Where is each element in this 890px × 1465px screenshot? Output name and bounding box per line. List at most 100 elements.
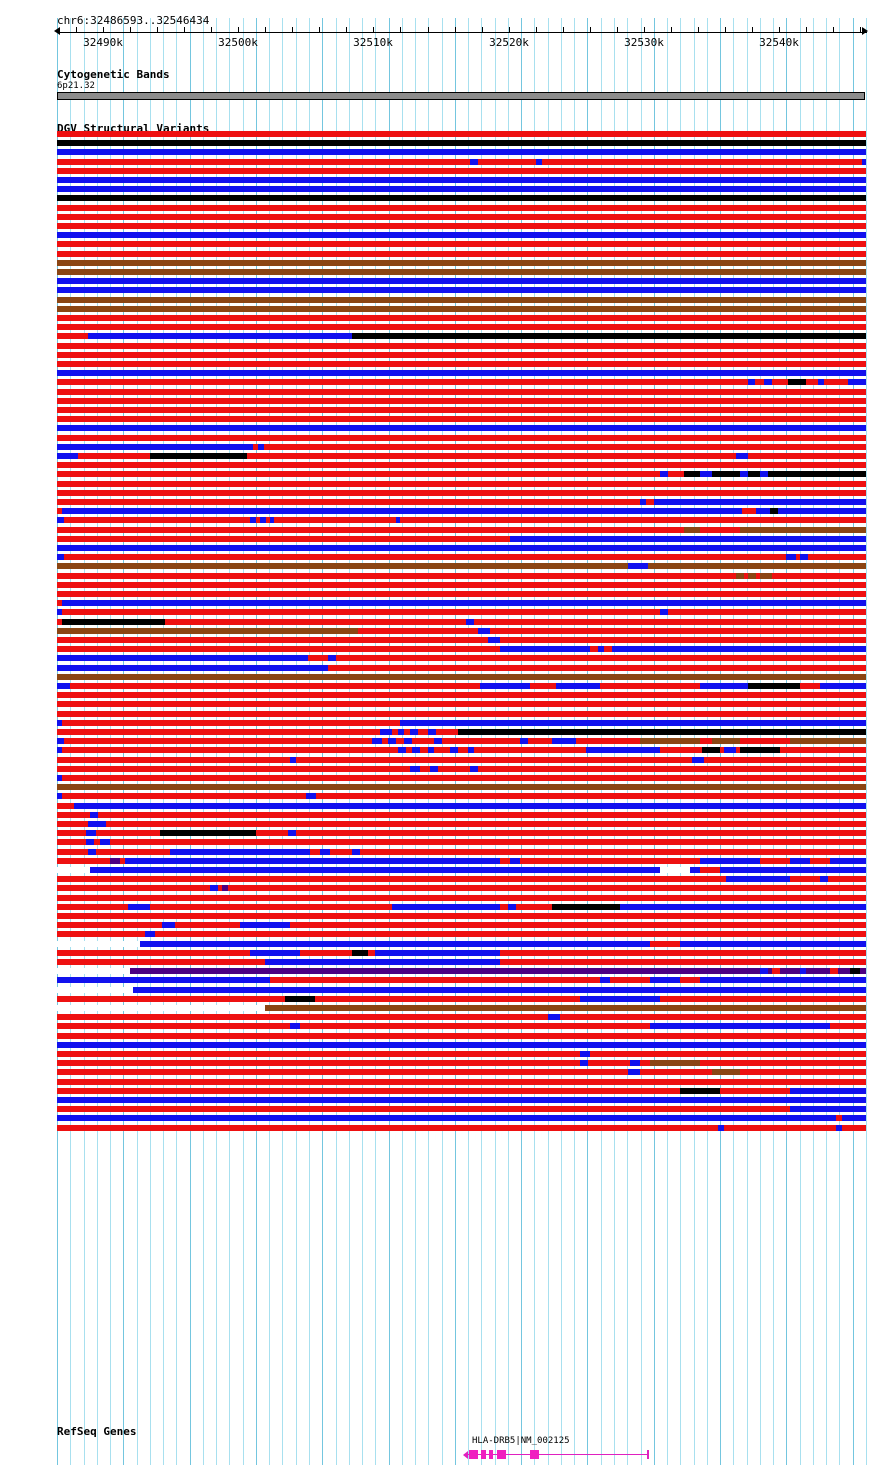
variant-segment[interactable] xyxy=(96,333,352,340)
variant-row[interactable] xyxy=(57,305,866,312)
variant-row[interactable] xyxy=(57,186,866,193)
variant-segment[interactable] xyxy=(57,940,140,947)
variant-row[interactable] xyxy=(57,195,866,202)
variant-segment[interactable] xyxy=(680,977,700,984)
variant-segment[interactable] xyxy=(740,1078,760,1085)
variant-segment[interactable] xyxy=(580,1014,600,1021)
variant-row[interactable] xyxy=(57,149,866,156)
variant-segment[interactable] xyxy=(806,683,820,689)
variant-segment[interactable] xyxy=(700,471,712,478)
variant-segment[interactable] xyxy=(282,1041,292,1048)
variant-segment[interactable] xyxy=(88,848,96,855)
variant-segment[interactable] xyxy=(100,811,108,818)
variant-segment[interactable] xyxy=(222,885,228,892)
variant-segment[interactable] xyxy=(290,1014,320,1021)
variant-row[interactable] xyxy=(57,1115,866,1122)
variant-segment[interactable] xyxy=(710,977,866,984)
variant-segment[interactable] xyxy=(480,913,866,919)
variant-row[interactable] xyxy=(57,627,866,634)
variant-segment[interactable] xyxy=(774,379,788,386)
variant-segment[interactable] xyxy=(57,986,133,993)
variant-segment[interactable] xyxy=(130,968,700,975)
variant-row[interactable] xyxy=(57,315,866,321)
variant-segment[interactable] xyxy=(180,903,200,910)
variant-segment[interactable] xyxy=(548,1014,560,1021)
variant-segment[interactable] xyxy=(508,903,516,910)
variant-segment[interactable] xyxy=(90,867,650,873)
variant-segment[interactable] xyxy=(290,756,296,763)
variant-segment[interactable] xyxy=(135,913,160,919)
variant-segment[interactable] xyxy=(740,526,866,533)
variant-row[interactable] xyxy=(57,425,866,432)
variant-segment[interactable] xyxy=(580,1051,590,1057)
variant-segment[interactable] xyxy=(57,158,470,165)
variant-segment[interactable] xyxy=(295,1041,866,1048)
variant-row[interactable] xyxy=(57,609,866,616)
variant-segment[interactable] xyxy=(518,995,556,1002)
variant-segment[interactable] xyxy=(760,572,772,579)
variant-row[interactable] xyxy=(57,379,866,386)
variant-row[interactable] xyxy=(57,296,866,303)
variant-segment[interactable] xyxy=(140,848,152,855)
variant-row[interactable] xyxy=(57,664,866,671)
variant-segment[interactable] xyxy=(702,747,720,754)
variant-row[interactable] xyxy=(57,563,866,570)
variant-segment[interactable] xyxy=(250,517,256,524)
variant-segment[interactable] xyxy=(740,747,780,754)
variant-row[interactable] xyxy=(57,1106,866,1113)
variant-segment[interactable] xyxy=(150,876,170,883)
variant-segment[interactable] xyxy=(826,379,834,386)
variant-segment[interactable] xyxy=(530,949,866,956)
variant-segment[interactable] xyxy=(830,968,838,975)
variant-segment[interactable] xyxy=(630,1060,640,1067)
variant-segment[interactable] xyxy=(640,1051,866,1057)
variant-row[interactable] xyxy=(57,618,866,625)
variant-segment[interactable] xyxy=(145,931,155,938)
variant-segment[interactable] xyxy=(428,729,436,735)
variant-segment[interactable] xyxy=(57,719,62,726)
variant-segment[interactable] xyxy=(790,1078,866,1085)
variant-segment[interactable] xyxy=(700,1078,730,1085)
variant-row[interactable] xyxy=(57,655,866,662)
variant-segment[interactable] xyxy=(700,683,748,689)
variant-segment[interactable] xyxy=(552,738,576,745)
variant-segment[interactable] xyxy=(306,793,316,800)
variant-row[interactable] xyxy=(57,443,866,450)
variant-segment[interactable] xyxy=(590,646,598,653)
variant-row[interactable] xyxy=(57,480,866,487)
variant-segment[interactable] xyxy=(265,1005,866,1011)
variant-segment[interactable] xyxy=(540,683,552,689)
variant-segment[interactable] xyxy=(650,940,680,947)
variant-segment[interactable] xyxy=(808,379,815,386)
variant-segment[interactable] xyxy=(748,683,800,689)
variant-row[interactable] xyxy=(57,259,866,266)
variant-segment[interactable] xyxy=(556,581,562,588)
variant-row[interactable] xyxy=(57,581,866,588)
variant-segment[interactable] xyxy=(180,922,186,929)
variant-segment[interactable] xyxy=(580,995,660,1002)
variant-segment[interactable] xyxy=(118,894,470,901)
variant-segment[interactable] xyxy=(830,857,866,864)
variant-segment[interactable] xyxy=(700,876,720,883)
variant-row[interactable] xyxy=(57,250,866,257)
variant-segment[interactable] xyxy=(320,949,340,956)
variant-segment[interactable] xyxy=(170,848,310,855)
variant-segment[interactable] xyxy=(478,627,490,634)
variant-segment[interactable] xyxy=(700,867,720,873)
variant-segment[interactable] xyxy=(80,453,150,459)
variant-segment[interactable] xyxy=(818,379,824,386)
ruler-left-arrow-icon[interactable] xyxy=(54,27,60,35)
variant-segment[interactable] xyxy=(718,1115,724,1122)
variant-segment[interactable] xyxy=(57,793,62,800)
variant-segment[interactable] xyxy=(290,1023,300,1030)
variant-row[interactable] xyxy=(57,140,866,147)
variant-segment[interactable] xyxy=(628,1069,640,1076)
variant-segment[interactable] xyxy=(520,931,530,938)
variant-row[interactable] xyxy=(57,830,866,837)
variant-row[interactable] xyxy=(57,545,866,551)
variant-segment[interactable] xyxy=(305,1023,315,1030)
variant-segment[interactable] xyxy=(258,443,264,450)
variant-segment[interactable] xyxy=(110,857,120,864)
variant-segment[interactable] xyxy=(680,747,700,754)
